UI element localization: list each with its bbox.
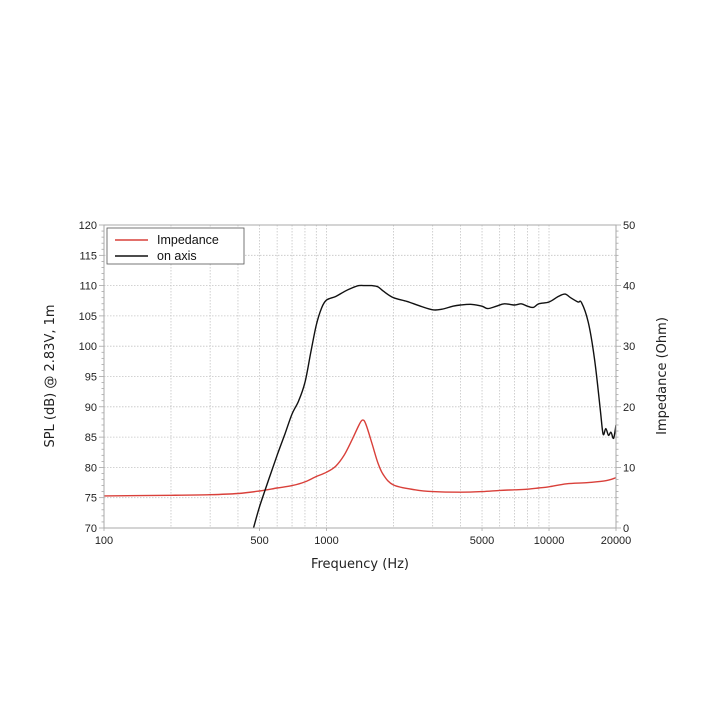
left-y-tick-label: 110 <box>79 281 97 293</box>
right-y-tick-label: 0 <box>623 523 629 535</box>
left-y-tick-label: 80 <box>85 462 97 474</box>
right-y-tick-label: 30 <box>623 341 635 353</box>
legend-label-on-axis: on axis <box>157 249 197 263</box>
right-y-tick-label: 10 <box>623 462 635 474</box>
left-y-tick-label: 75 <box>85 493 97 505</box>
series-line-on-axis <box>252 284 616 528</box>
x-tick-label: 500 <box>250 535 268 547</box>
left-y-tick-label: 105 <box>79 311 97 323</box>
right-y-axis: 0 10 20 30 40 50 <box>616 220 635 535</box>
left-y-tick-label: 95 <box>85 372 97 384</box>
left-y-tick-label: 120 <box>79 220 97 232</box>
left-y-tick-label: 70 <box>85 523 97 535</box>
legend-box <box>106 227 245 265</box>
left-y-axis-title: SPL (dB) @ 2.83V, 1m <box>43 304 58 447</box>
right-y-axis-title: Impedance (Ohm) <box>655 317 670 435</box>
plot-frame <box>103 224 617 529</box>
right-y-tick-label: 40 <box>623 281 635 293</box>
left-y-tick-label: 85 <box>85 432 97 444</box>
left-y-tick-label: 100 <box>79 341 97 353</box>
series-line-impedance <box>104 419 616 497</box>
right-y-tick-label: 50 <box>623 220 635 232</box>
x-tick-label: 10000 <box>534 535 565 547</box>
x-axis: 100 500 1000 5000 10000 20000 <box>95 528 631 547</box>
left-y-tick-label: 115 <box>79 250 97 262</box>
x-axis-title: Frequency (Hz) <box>311 557 409 572</box>
x-tick-label: 100 <box>95 535 113 547</box>
x-tick-label: 20000 <box>601 535 632 547</box>
left-y-tick-label: 90 <box>85 402 97 414</box>
legend-label-impedance: Impedance <box>157 233 219 247</box>
legend: Impedance on axis <box>106 227 245 265</box>
x-tick-label: 1000 <box>314 535 338 547</box>
x-tick-label: 5000 <box>470 535 494 547</box>
right-y-tick-label: 20 <box>623 402 635 414</box>
grid-lines <box>104 225 616 528</box>
plot-series <box>104 284 616 528</box>
